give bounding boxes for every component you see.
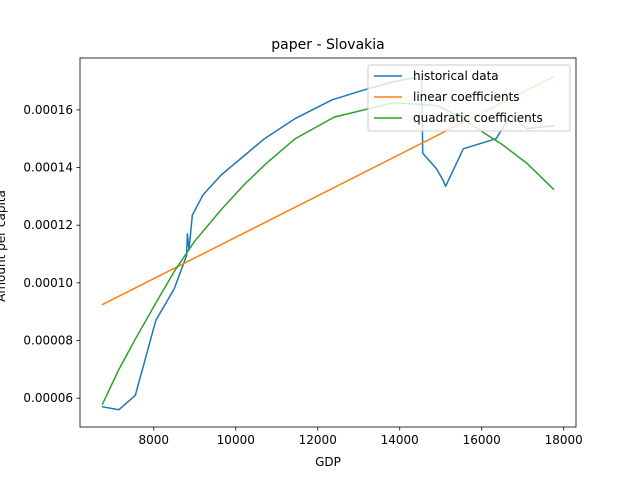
y-tick-label: 0.00016 xyxy=(23,103,73,117)
series-line-historical-data xyxy=(101,77,555,411)
series-line-quadratic-coefficients xyxy=(101,101,555,405)
y-tick-label: 0.00014 xyxy=(23,161,73,175)
y-tick-label: 0.00006 xyxy=(23,391,73,405)
legend-label: linear coefficients xyxy=(413,90,520,104)
x-tick-label: 8000 xyxy=(139,433,170,447)
axes-frame xyxy=(79,57,577,428)
y-axis-label: Amount per capita xyxy=(0,190,8,302)
axes: 8000 10000 12000 14000 16000 18000 0.00006 0.00… xyxy=(23,57,583,447)
y-tick-label: 0.00008 xyxy=(23,334,73,348)
x-tick-label: 10000 xyxy=(217,433,255,447)
x-tick-label: 14000 xyxy=(381,433,419,447)
y-tick-label: 0.00010 xyxy=(23,276,73,290)
chart-title: paper - Slovakia xyxy=(271,37,384,53)
legend-box xyxy=(367,64,571,132)
x-tick-label: 12000 xyxy=(299,433,337,447)
x-tick-label: 18000 xyxy=(545,433,583,447)
y-tick-label: 0.00012 xyxy=(23,218,73,232)
legend-label: quadratic coefficients xyxy=(413,111,543,125)
x-axis-label: GDP xyxy=(315,455,341,469)
legend-label: historical data xyxy=(413,69,499,83)
x-tick-label: 16000 xyxy=(463,433,501,447)
legend: historical data linear coefficients quadra… xyxy=(367,64,571,132)
